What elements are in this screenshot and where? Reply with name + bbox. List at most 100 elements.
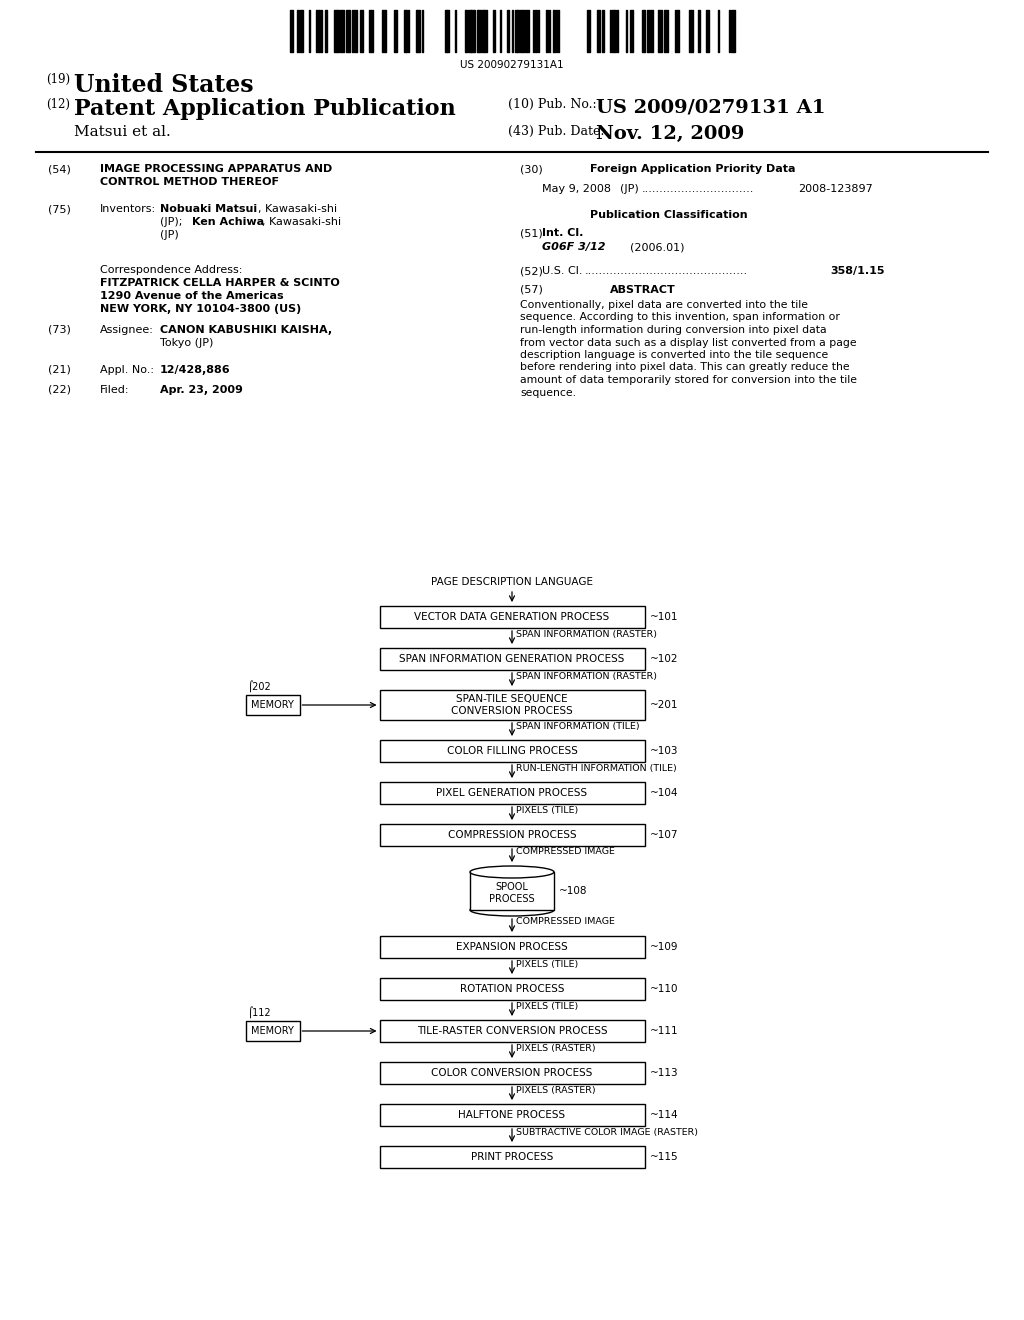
Text: (22): (22): [48, 385, 71, 395]
Text: ABSTRACT: ABSTRACT: [610, 285, 676, 294]
Text: ~113: ~113: [649, 1068, 678, 1078]
Text: (JP);: (JP);: [160, 216, 182, 227]
Text: (19): (19): [46, 73, 70, 86]
Text: (54): (54): [48, 164, 71, 174]
Text: Filed:: Filed:: [100, 385, 129, 395]
Text: CANON KABUSHIKI KAISHA,: CANON KABUSHIKI KAISHA,: [160, 325, 332, 335]
Text: ⌠112: ⌠112: [248, 1006, 271, 1018]
Text: SPAN INFORMATION GENERATION PROCESS: SPAN INFORMATION GENERATION PROCESS: [399, 653, 625, 664]
Text: MEMORY: MEMORY: [251, 700, 294, 710]
Bar: [380, 1146, 644, 1168]
Text: COLOR FILLING PROCESS: COLOR FILLING PROCESS: [446, 746, 578, 756]
Text: U.S. Cl.: U.S. Cl.: [542, 267, 583, 276]
Text: Tokyo (JP): Tokyo (JP): [160, 338, 213, 348]
Bar: [246, 1020, 299, 1041]
Bar: [380, 1104, 644, 1126]
Text: ~110: ~110: [649, 983, 678, 994]
Text: ~115: ~115: [649, 1152, 678, 1162]
Text: (51): (51): [520, 228, 543, 238]
Text: from vector data such as a display list converted from a page: from vector data such as a display list …: [520, 338, 857, 347]
Text: Nobuaki Matsui: Nobuaki Matsui: [160, 205, 257, 214]
Text: PIXELS (TILE): PIXELS (TILE): [516, 805, 579, 814]
Text: Inventors:: Inventors:: [100, 205, 156, 214]
Text: .............................................: ........................................…: [585, 267, 749, 276]
Text: PAGE DESCRIPTION LANGUAGE: PAGE DESCRIPTION LANGUAGE: [431, 577, 593, 587]
Text: 358/1.15: 358/1.15: [830, 267, 885, 276]
Text: MEMORY: MEMORY: [251, 1026, 294, 1036]
Text: RUN-LENGTH INFORMATION (TILE): RUN-LENGTH INFORMATION (TILE): [516, 763, 677, 772]
Text: ...............................: ...............................: [642, 183, 755, 194]
Text: VECTOR DATA GENERATION PROCESS: VECTOR DATA GENERATION PROCESS: [415, 612, 609, 622]
Text: (30): (30): [520, 164, 543, 174]
Text: 2008-123897: 2008-123897: [798, 183, 872, 194]
Text: NEW YORK, NY 10104-3800 (US): NEW YORK, NY 10104-3800 (US): [100, 304, 301, 314]
Text: May 9, 2008: May 9, 2008: [542, 183, 611, 194]
Text: PIXELS (RASTER): PIXELS (RASTER): [516, 1044, 596, 1052]
Text: SPOOL
PROCESS: SPOOL PROCESS: [489, 882, 535, 904]
Text: sequence. According to this invention, span information or: sequence. According to this invention, s…: [520, 313, 840, 322]
Text: COMPRESSED IMAGE: COMPRESSED IMAGE: [516, 917, 614, 927]
Text: PIXELS (TILE): PIXELS (TILE): [516, 1002, 579, 1011]
Text: Patent Application Publication: Patent Application Publication: [74, 98, 456, 120]
Text: 1290 Avenue of the Americas: 1290 Avenue of the Americas: [100, 290, 284, 301]
Text: run-length information during conversion into pixel data: run-length information during conversion…: [520, 325, 826, 335]
Ellipse shape: [470, 904, 554, 916]
Text: Assignee:: Assignee:: [100, 325, 154, 335]
Text: Matsui et al.: Matsui et al.: [74, 125, 171, 139]
Text: PIXELS (RASTER): PIXELS (RASTER): [516, 1085, 596, 1094]
Text: Conventionally, pixel data are converted into the tile: Conventionally, pixel data are converted…: [520, 300, 808, 310]
Text: G06F 3/12: G06F 3/12: [542, 242, 605, 252]
Text: ~114: ~114: [649, 1110, 678, 1119]
Text: SPAN INFORMATION (TILE): SPAN INFORMATION (TILE): [516, 722, 640, 730]
Text: Ken Achiwa: Ken Achiwa: [193, 216, 264, 227]
Text: US 20090279131A1: US 20090279131A1: [460, 59, 564, 70]
Text: SPAN-TILE SEQUENCE
CONVERSION PROCESS: SPAN-TILE SEQUENCE CONVERSION PROCESS: [452, 694, 572, 715]
Text: COLOR CONVERSION PROCESS: COLOR CONVERSION PROCESS: [431, 1068, 593, 1078]
Text: ⌠202: ⌠202: [248, 680, 271, 692]
Text: FITZPATRICK CELLA HARPER & SCINTO: FITZPATRICK CELLA HARPER & SCINTO: [100, 279, 340, 288]
Text: ~107: ~107: [649, 830, 678, 840]
Text: SUBTRACTIVE COLOR IMAGE (RASTER): SUBTRACTIVE COLOR IMAGE (RASTER): [516, 1127, 698, 1137]
Ellipse shape: [470, 866, 554, 878]
Bar: [380, 978, 644, 1001]
Text: Nov. 12, 2009: Nov. 12, 2009: [596, 125, 744, 143]
Text: 12/428,886: 12/428,886: [160, 366, 230, 375]
Text: (JP): (JP): [620, 183, 639, 194]
Text: PIXELS (TILE): PIXELS (TILE): [516, 960, 579, 969]
Bar: [246, 696, 299, 715]
Text: (JP): (JP): [160, 230, 179, 240]
Text: PRINT PROCESS: PRINT PROCESS: [471, 1152, 553, 1162]
Text: ~104: ~104: [649, 788, 678, 799]
Bar: [380, 606, 644, 628]
Bar: [380, 741, 644, 762]
Bar: [380, 648, 644, 671]
Text: HALFTONE PROCESS: HALFTONE PROCESS: [459, 1110, 565, 1119]
Text: US 2009/0279131 A1: US 2009/0279131 A1: [596, 98, 825, 116]
Text: Publication Classification: Publication Classification: [590, 210, 748, 220]
Text: COMPRESSION PROCESS: COMPRESSION PROCESS: [447, 830, 577, 840]
Text: ~103: ~103: [649, 746, 678, 756]
Bar: [380, 781, 644, 804]
Text: COMPRESSED IMAGE: COMPRESSED IMAGE: [516, 847, 614, 857]
Bar: [380, 1063, 644, 1084]
Text: SPAN INFORMATION (RASTER): SPAN INFORMATION (RASTER): [516, 630, 657, 639]
Text: (21): (21): [48, 366, 71, 375]
Text: Correspondence Address:: Correspondence Address:: [100, 265, 243, 275]
Text: TILE-RASTER CONVERSION PROCESS: TILE-RASTER CONVERSION PROCESS: [417, 1026, 607, 1036]
Text: CONTROL METHOD THEREOF: CONTROL METHOD THEREOF: [100, 177, 279, 187]
Bar: [380, 690, 644, 719]
Text: Apr. 23, 2009: Apr. 23, 2009: [160, 385, 243, 395]
Text: (43) Pub. Date:: (43) Pub. Date:: [508, 125, 604, 139]
Text: Foreign Application Priority Data: Foreign Application Priority Data: [590, 164, 796, 174]
Text: ~102: ~102: [649, 653, 678, 664]
Text: amount of data temporarily stored for conversion into the tile: amount of data temporarily stored for co…: [520, 375, 857, 385]
Text: sequence.: sequence.: [520, 388, 575, 397]
Text: (75): (75): [48, 205, 71, 214]
Text: , Kawasaki-shi: , Kawasaki-shi: [262, 216, 341, 227]
Text: ~108: ~108: [559, 886, 588, 896]
Bar: [380, 824, 644, 846]
Text: ~201: ~201: [649, 700, 678, 710]
Text: ~111: ~111: [649, 1026, 678, 1036]
Bar: [380, 936, 644, 958]
Text: (10) Pub. No.:: (10) Pub. No.:: [508, 98, 597, 111]
